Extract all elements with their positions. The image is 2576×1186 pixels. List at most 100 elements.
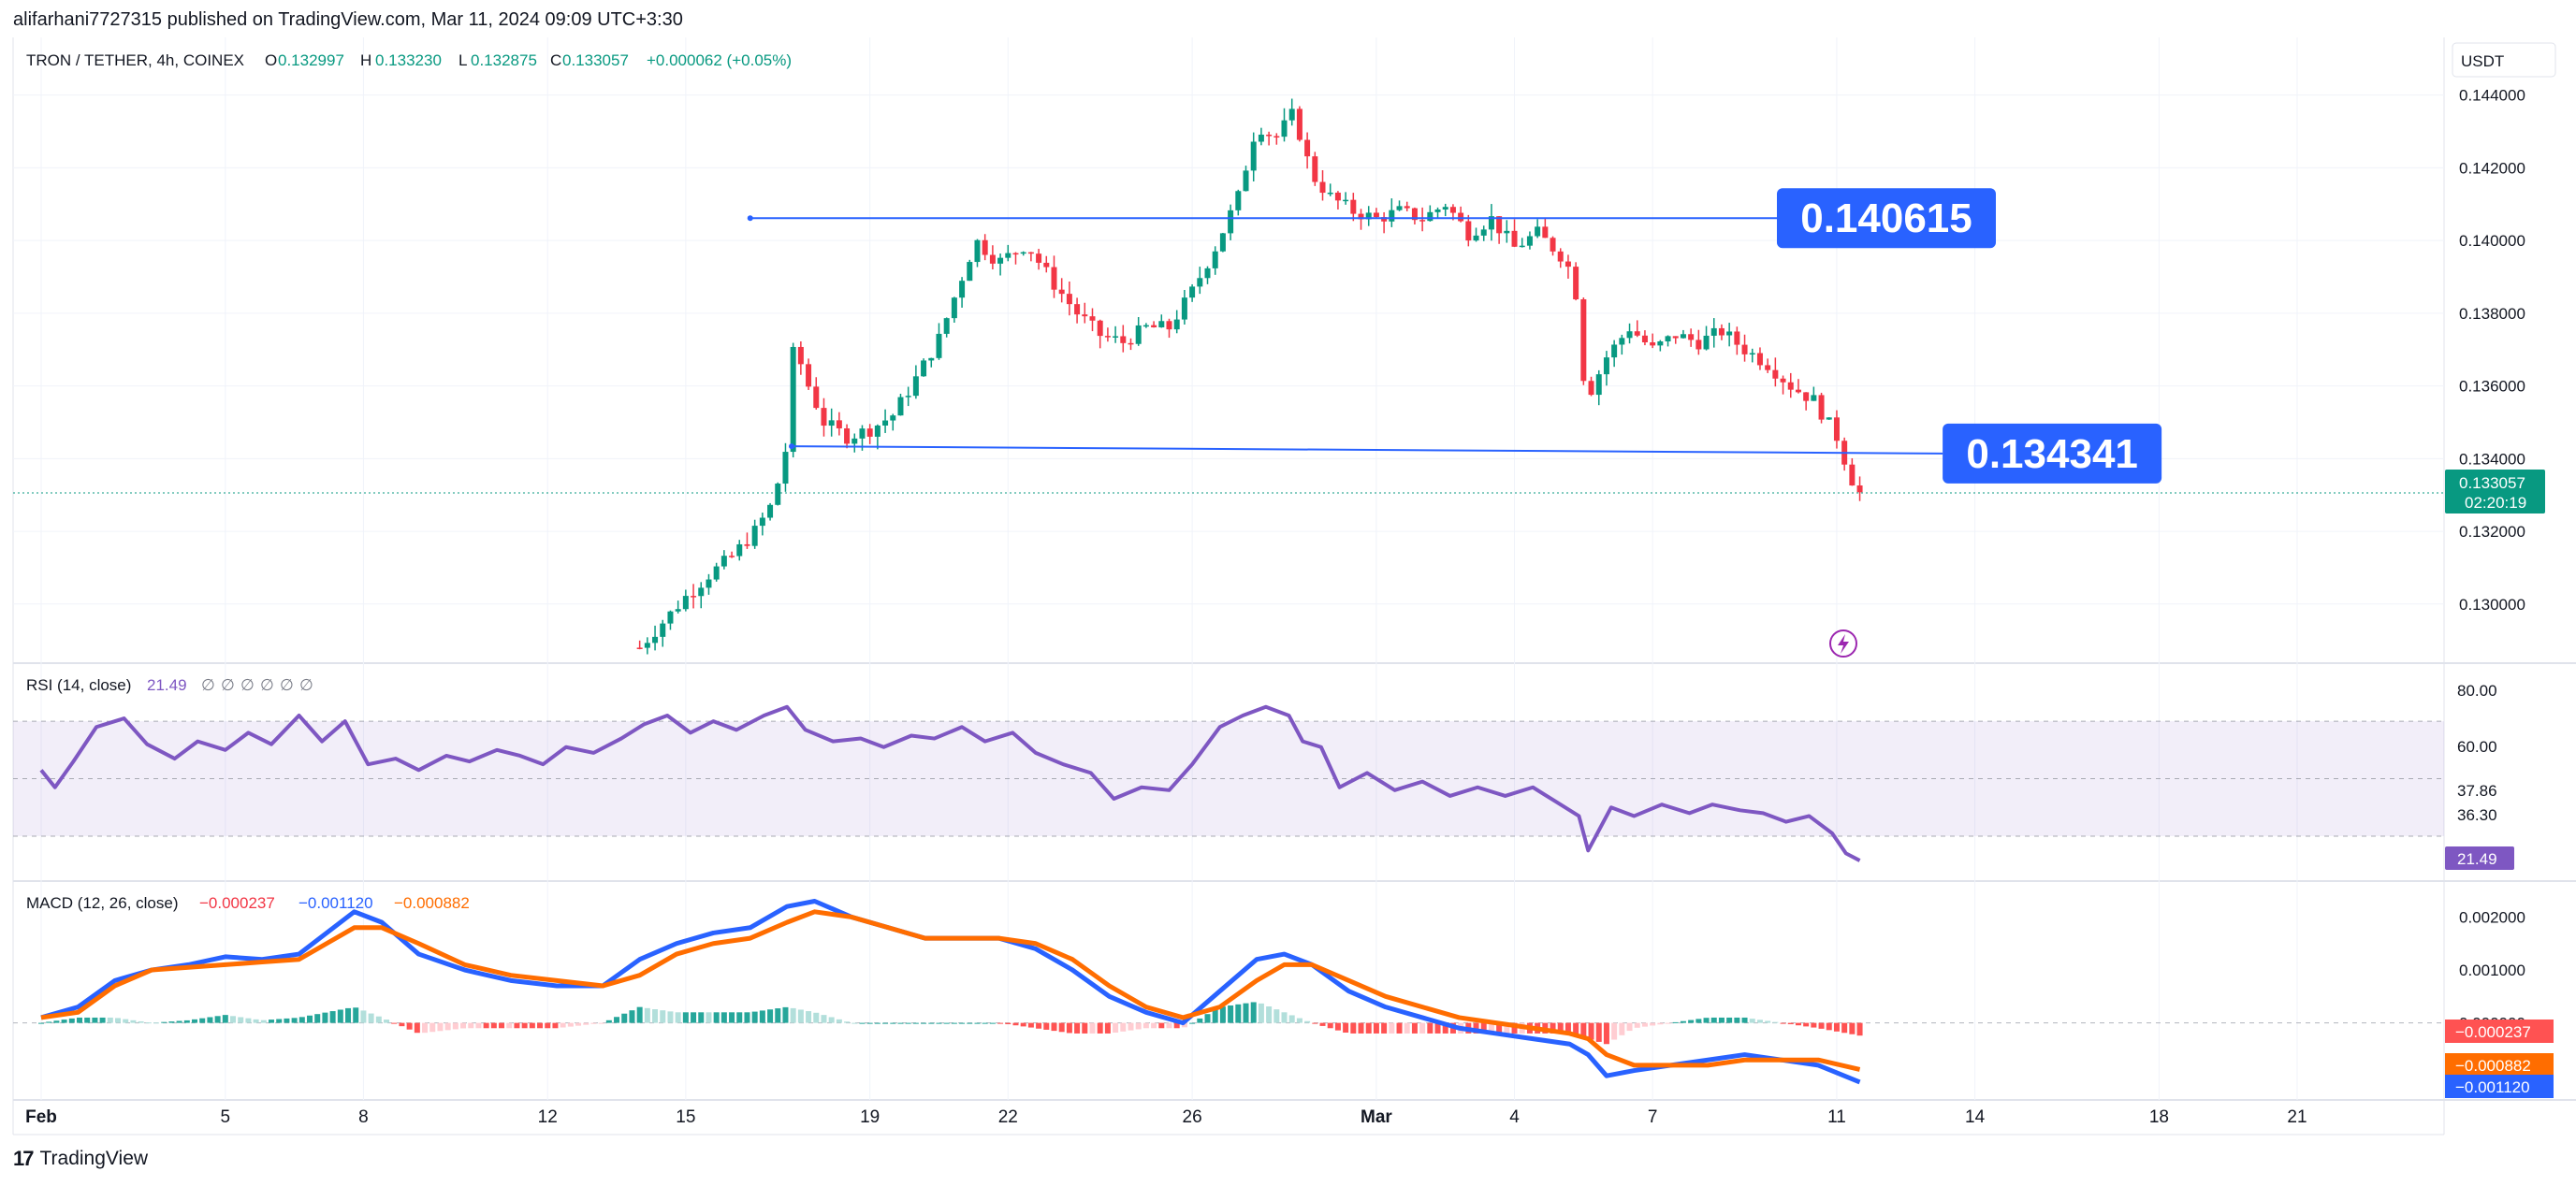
macd-histogram-bar [314,1014,321,1023]
time-tick-label: 18 [2149,1107,2169,1127]
footer[interactable]: 17 TradingView [13,1147,148,1171]
macd-histogram-bar [1595,1022,1602,1042]
macd-histogram-bar [1756,1020,1763,1023]
macd-histogram-bar [1173,1022,1180,1029]
price-tick-label: 0.132000 [2459,523,2525,541]
macd-histogram-bar [836,1019,842,1023]
currency-button[interactable]: USDT [2452,42,2556,78]
candle-body [636,647,643,649]
candle-body [1304,139,1311,157]
candle-body [1319,181,1326,194]
macd-histogram-bar [660,1010,666,1023]
macd-histogram-bar [214,1016,221,1023]
ohlc-low: 0.132875 [471,51,537,69]
macd-histogram-bar [483,1022,489,1029]
macd-histogram-bar [368,1013,374,1023]
macd-histogram-bar [1128,1022,1134,1031]
macd-histogram-bar [1626,1022,1633,1032]
macd-histogram-bar [851,1022,858,1024]
candle-body [1128,342,1134,345]
candle-body [767,504,774,518]
level-anchor [789,443,795,450]
candle-body [859,428,866,439]
macd-histogram-bar [1389,1022,1395,1034]
horizontal-levels: 0.140615 0.134341 [747,188,2162,484]
macd-histogram-bar [797,1009,804,1023]
macd-histogram-bar [1296,1018,1303,1023]
candle-body [1181,297,1187,320]
candle-body [844,427,851,444]
macd-histogram-bar [1565,1022,1571,1034]
candle-body [1626,331,1633,339]
macd-histogram-bar [1334,1022,1341,1031]
macd-histogram-bar [1703,1018,1710,1023]
macd-histogram-bar [222,1015,228,1023]
macd-histogram-bar [1650,1022,1656,1026]
last-price-label: 0.133057 02:20:19 [2445,470,2545,513]
candle-body [921,360,927,377]
ohlc-close-label: C [550,51,561,69]
macd-histogram-bar [590,1022,597,1024]
rsi-axis[interactable]: 80.00 60.00 37.86 36.30 [2457,682,2497,824]
price-tick-label: 0.142000 [2459,159,2525,177]
currency-button-label: USDT [2461,52,2504,70]
candle-body [1780,378,1786,383]
macd-histogram-bar [1442,1022,1448,1034]
macd-histogram-bar [1005,1022,1011,1025]
macd-histogram-bar [92,1017,98,1023]
macd-histogram-bar [706,1012,712,1023]
candle-body [1542,226,1549,239]
macd-histogram-bar [115,1018,122,1023]
time-axis[interactable]: Feb 5 8 12 15 19 22 26 Mar 4 7 11 14 18 21 [25,1107,2307,1127]
lightning-icon[interactable] [1829,629,1857,658]
candle-body [1288,108,1295,121]
macd-histogram-bar [782,1006,789,1023]
candle-body [821,408,827,427]
macd-histogram-bar [1841,1022,1848,1034]
macd-histogram-bar [629,1010,635,1023]
candle-body [974,239,981,263]
macd-histogram-bar [675,1012,681,1023]
macd-histogram-bar [605,1020,612,1023]
time-tick-label: 7 [1648,1107,1658,1127]
countdown: 02:20:19 [2465,494,2526,512]
macd-histogram-bar [130,1020,137,1023]
candle-body [667,611,674,624]
macd-histogram-bar [1488,1022,1494,1034]
macd-histogram-bar [322,1012,328,1023]
macd-histogram-bar [68,1018,75,1023]
macd-histogram-bar [99,1017,106,1023]
candle-body [905,396,911,398]
candle-body [813,386,820,409]
macd-histogram-bar [1381,1022,1388,1034]
candle-body [1849,464,1856,486]
ohlc-low-label: L [458,51,467,69]
candle-body [1588,381,1594,396]
candle-body [1550,238,1556,252]
macd-histogram-bar [1043,1022,1050,1030]
candle-body [1204,268,1211,279]
candle-body [1113,336,1119,338]
macd-histogram-bar [345,1007,352,1023]
macd-histogram-bar [1235,1004,1242,1023]
macd-histogram-bar [943,1022,950,1024]
level-label-box [1943,423,2162,484]
last-price-value: 0.133057 [2459,474,2525,492]
candle-body [1358,213,1364,220]
candles [13,98,2444,655]
candle-body [1749,353,1755,355]
macd-histogram-bar [1856,1022,1863,1036]
macd-histogram-bar [337,1009,343,1023]
price-axis[interactable]: 0.144000 0.142000 0.140000 0.138000 0.136000… [2459,87,2525,614]
candle-body [691,596,697,598]
macd-histogram-bar [107,1017,113,1023]
macd-histogram-bar [145,1022,152,1024]
candle-body [720,556,727,567]
macd-histogram-bar [759,1010,765,1023]
macd-histogram-bar [176,1020,182,1023]
candle-body [1603,357,1609,375]
macd-pane [13,898,2444,1085]
candle-body [828,420,835,427]
